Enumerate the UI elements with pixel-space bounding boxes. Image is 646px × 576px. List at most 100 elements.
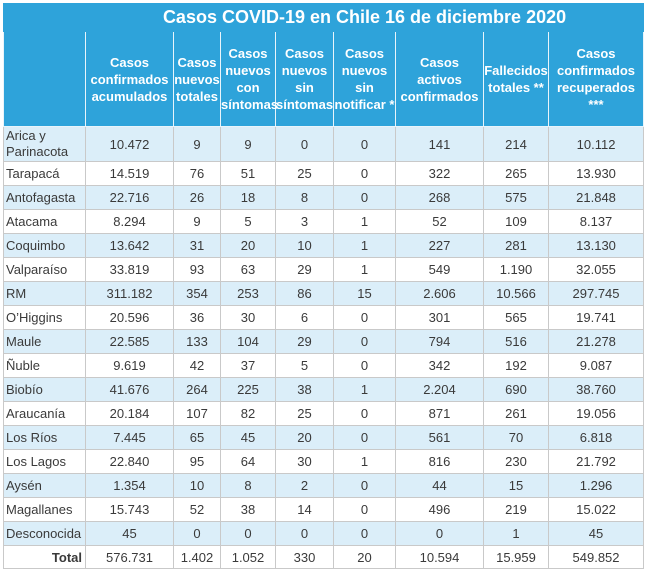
region-name: RM [3, 281, 86, 306]
cell-new-symptomatic: 225 [220, 377, 276, 402]
cell-cumulative: 311.182 [85, 281, 174, 306]
total-row: Total 576.731 1.402 1.052 330 20 10.594 15.959 5… [3, 545, 645, 569]
cell-deaths: 1.190 [483, 257, 549, 282]
region-name: Tarapacá [3, 161, 86, 186]
cell-new-total: 9 [173, 209, 221, 234]
cell-new-total: 95 [173, 449, 221, 474]
cell-recovered: 8.137 [547, 209, 645, 234]
cell-new-symptomatic: 9 [220, 126, 276, 162]
table-row: Magallanes 15.743 52 38 14 0 496 219 15.022 [3, 497, 645, 522]
region-name: Magallanes [3, 497, 86, 522]
cell-deaths: 230 [483, 449, 549, 474]
cell-new-symptomatic: 253 [220, 281, 276, 306]
cell-active: 549 [395, 257, 484, 282]
header-cumulative: Casos confirmados acumulados [85, 31, 174, 127]
cell-recovered: 1.296 [547, 473, 645, 498]
region-name: Maule [3, 329, 86, 354]
cell-new-symptomatic: 37 [220, 353, 276, 378]
cell-cumulative: 10.472 [85, 126, 174, 162]
cell-recovered: 10.112 [547, 126, 645, 162]
cell-new-unreported: 1 [333, 233, 396, 258]
cell-new-total: 76 [173, 161, 221, 186]
cell-new-asymptomatic: 0 [275, 126, 334, 162]
cell-new-unreported: 0 [333, 473, 396, 498]
cell-new-asymptomatic: 3 [275, 209, 334, 234]
cell-deaths: 214 [483, 126, 549, 162]
region-name: Coquimbo [3, 233, 86, 258]
cell-recovered: 6.818 [547, 425, 645, 450]
region-name: Los Ríos [3, 425, 86, 450]
cell-active: 301 [395, 305, 484, 330]
cell-new-symptomatic: 45 [220, 425, 276, 450]
cell-new-total: 65 [173, 425, 221, 450]
cell-recovered: 21.848 [547, 185, 645, 210]
total-label: Total [3, 545, 86, 569]
cell-cumulative: 22.716 [85, 185, 174, 210]
cell-new-total: 133 [173, 329, 221, 354]
cell-recovered: 45 [547, 521, 645, 546]
table-title: Casos COVID-19 en Chile 16 de diciembre … [84, 3, 645, 32]
cell-new-symptomatic: 104 [220, 329, 276, 354]
cell-cumulative: 1.354 [85, 473, 174, 498]
cell-new-asymptomatic: 25 [275, 401, 334, 426]
cell-active: 322 [395, 161, 484, 186]
cell-active: 141 [395, 126, 484, 162]
region-name: Valparaíso [3, 257, 86, 282]
cell-deaths: 70 [483, 425, 549, 450]
table-row: Desconocida 45 0 0 0 0 0 1 45 [3, 521, 645, 546]
table-body: Arica y Parinacota 10.472 9 9 0 0 141 214 10.112… [3, 126, 645, 569]
cell-new-symptomatic: 5 [220, 209, 276, 234]
cell-new-total: 0 [173, 521, 221, 546]
total-deaths: 15.959 [483, 545, 549, 569]
region-header-blank [3, 31, 86, 127]
cell-cumulative: 22.585 [85, 329, 174, 354]
cell-new-total: 36 [173, 305, 221, 330]
cell-new-unreported: 15 [333, 281, 396, 306]
total-new-total: 1.402 [173, 545, 221, 569]
cell-new-total: 93 [173, 257, 221, 282]
table-row: Tarapacá 14.519 76 51 25 0 322 265 13.930 [3, 161, 645, 186]
cell-new-unreported: 0 [333, 497, 396, 522]
cell-new-total: 9 [173, 126, 221, 162]
cell-new-unreported: 1 [333, 209, 396, 234]
cell-new-symptomatic: 82 [220, 401, 276, 426]
region-name: Araucanía [3, 401, 86, 426]
cell-deaths: 575 [483, 185, 549, 210]
cell-active: 227 [395, 233, 484, 258]
cell-deaths: 10.566 [483, 281, 549, 306]
cell-deaths: 265 [483, 161, 549, 186]
cell-cumulative: 20.184 [85, 401, 174, 426]
cell-active: 342 [395, 353, 484, 378]
table-row: O’Higgins 20.596 36 30 6 0 301 565 19.741 [3, 305, 645, 330]
cell-deaths: 15 [483, 473, 549, 498]
cell-new-unreported: 1 [333, 377, 396, 402]
cell-new-symptomatic: 30 [220, 305, 276, 330]
cell-new-unreported: 1 [333, 257, 396, 282]
table-row: Biobío 41.676 264 225 38 1 2.204 690 38.760 [3, 377, 645, 402]
table-row: Coquimbo 13.642 31 20 10 1 227 281 13.130 [3, 233, 645, 258]
cell-new-total: 31 [173, 233, 221, 258]
cell-new-unreported: 0 [333, 425, 396, 450]
region-name: Antofagasta [3, 185, 86, 210]
table-row: Arica y Parinacota 10.472 9 9 0 0 141 214 10.112 [3, 126, 645, 162]
total-cumulative: 576.731 [85, 545, 174, 569]
cell-new-unreported: 0 [333, 329, 396, 354]
covid-table-container: Casos COVID-19 en Chile 16 de diciembre … [3, 3, 645, 573]
cell-new-unreported: 0 [333, 161, 396, 186]
covid-cases-table: Casos COVID-19 en Chile 16 de diciembre … [3, 3, 645, 569]
cell-cumulative: 7.445 [85, 425, 174, 450]
cell-recovered: 15.022 [547, 497, 645, 522]
cell-new-total: 52 [173, 497, 221, 522]
cell-new-asymptomatic: 6 [275, 305, 334, 330]
cell-new-asymptomatic: 86 [275, 281, 334, 306]
cell-active: 2.606 [395, 281, 484, 306]
cell-new-unreported: 0 [333, 305, 396, 330]
cell-new-unreported: 0 [333, 185, 396, 210]
cell-new-asymptomatic: 0 [275, 521, 334, 546]
cell-new-total: 10 [173, 473, 221, 498]
cell-new-unreported: 1 [333, 449, 396, 474]
total-recovered: 549.852 [547, 545, 645, 569]
cell-new-asymptomatic: 30 [275, 449, 334, 474]
cell-new-symptomatic: 64 [220, 449, 276, 474]
cell-cumulative: 45 [85, 521, 174, 546]
